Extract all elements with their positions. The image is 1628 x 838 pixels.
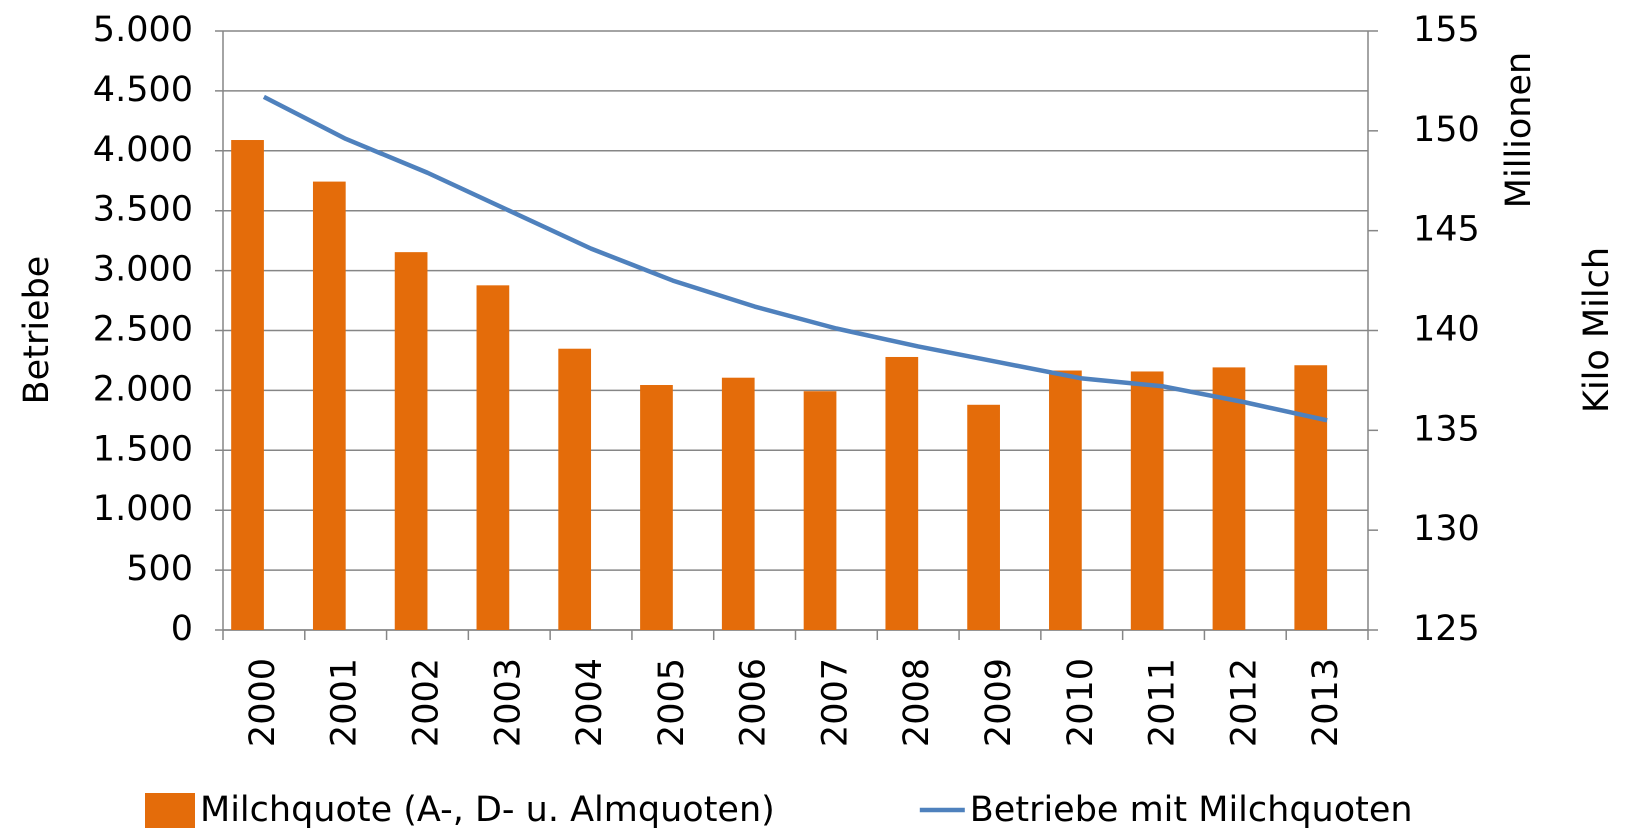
y-axis-label: Betriebe [17, 256, 57, 405]
bar [1212, 367, 1246, 630]
x-tick-label: 2002 [406, 658, 446, 747]
x-tick-label: 2010 [1061, 658, 1101, 747]
bar [1049, 370, 1082, 630]
bar [721, 377, 755, 630]
x-tick-label: 2001 [325, 658, 365, 747]
y2-tick-label: 155 [1413, 10, 1480, 50]
y2-tick-label: 135 [1413, 409, 1480, 449]
bar [1294, 365, 1328, 630]
y-tick-label: 5.000 [93, 10, 193, 50]
y-tick-label: 3.500 [93, 190, 193, 230]
x-tick-label: 2000 [243, 658, 283, 747]
y-tick-label: 2.000 [93, 369, 193, 409]
bar [558, 348, 592, 630]
y-tick-label: 0 [171, 609, 193, 649]
legend-label: Betriebe mit Milchquoten [970, 790, 1413, 830]
legend-label: Milchquote (A-, D- u. Almquoten) [200, 790, 775, 830]
legend-swatch [145, 793, 195, 828]
y2-tick-label: 145 [1413, 210, 1480, 250]
x-tick-label: 2008 [897, 658, 937, 747]
x-tick-label: 2005 [652, 658, 692, 747]
y-tick-label: 500 [126, 549, 193, 589]
y2-tick-label: 150 [1413, 110, 1480, 150]
x-tick-label: 2013 [1306, 658, 1346, 747]
line [262, 94, 1328, 423]
y-tick-label: 1.500 [93, 429, 193, 469]
y-tick-label: 1.000 [93, 489, 193, 529]
y2-tick-label: 125 [1413, 609, 1480, 649]
bar [803, 391, 837, 630]
x-tick-label: 2007 [815, 658, 855, 747]
x-tick-label: 2003 [488, 658, 528, 747]
bar [312, 181, 346, 630]
y-tick-label: 4.000 [93, 130, 193, 170]
x-tick-label: 2004 [570, 658, 610, 747]
bar [640, 385, 673, 630]
bar [967, 404, 1000, 630]
bar [1130, 371, 1164, 630]
y2-tick-label: 130 [1413, 509, 1480, 549]
y-tick-label: 4.500 [93, 70, 193, 110]
x-tick-label: 2006 [734, 658, 774, 747]
x-tick-label: 2009 [979, 658, 1019, 747]
y2-tick-label: 140 [1413, 310, 1480, 350]
bar [394, 252, 428, 630]
y2-axis-label: Kilo Milch [1577, 247, 1617, 413]
bar [885, 356, 919, 630]
y2-unit-label: Millionen [1499, 52, 1539, 208]
x-tick-label: 2011 [1143, 658, 1183, 747]
y-tick-label: 2.500 [93, 310, 193, 350]
bar [231, 140, 264, 630]
y-tick-label: 3.000 [93, 250, 193, 290]
x-tick-label: 2012 [1224, 658, 1264, 747]
bar [476, 285, 510, 630]
